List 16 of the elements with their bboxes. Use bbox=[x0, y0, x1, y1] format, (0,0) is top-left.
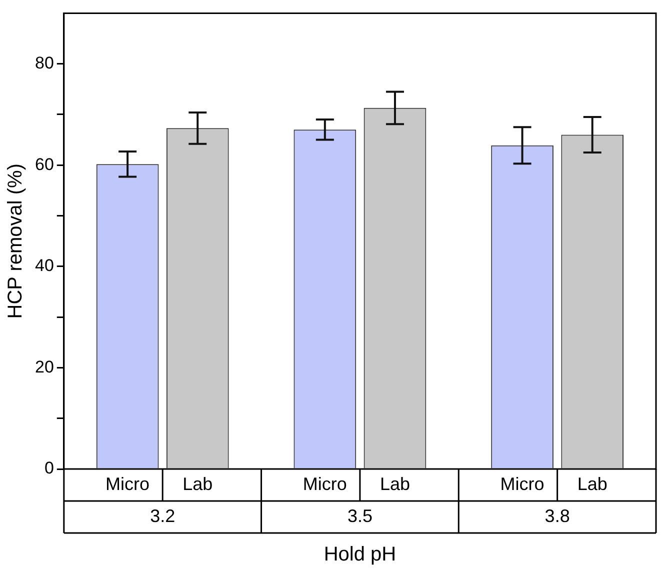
text: Micro bbox=[500, 474, 544, 494]
text: Lab bbox=[577, 474, 608, 494]
y-tick-label: 0 bbox=[44, 458, 54, 478]
y-tick-label: 80 bbox=[34, 54, 54, 73]
series-label: Lab bbox=[182, 474, 213, 494]
y-axis-title: HCP removal (%) bbox=[4, 163, 27, 319]
text: Micro bbox=[302, 474, 347, 494]
y-tick-label: 40 bbox=[34, 256, 54, 276]
series-label: Micro bbox=[106, 474, 150, 494]
y-tick-label: 20 bbox=[34, 357, 54, 376]
text: Lab bbox=[380, 474, 410, 494]
x-axis-title: Hold pH bbox=[324, 544, 396, 566]
x-tick-label: 3.5 bbox=[347, 506, 372, 526]
x-tick-label: 3.2 bbox=[150, 506, 176, 526]
x-tick-label: 3.8 bbox=[544, 506, 570, 526]
y-tick-label: 60 bbox=[34, 154, 54, 174]
